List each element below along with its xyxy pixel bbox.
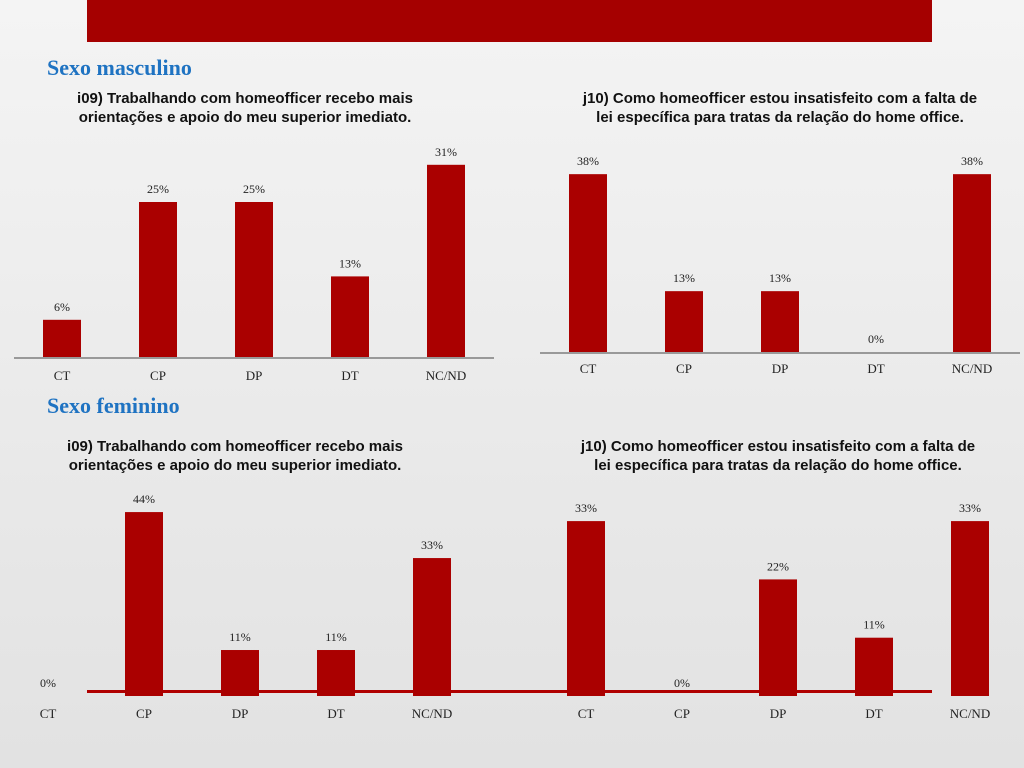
data-label-female-j10-0: 33% (575, 501, 597, 515)
bar-female-j10-ct (567, 521, 605, 696)
decorative-red-line (87, 690, 932, 693)
bar-male-i09-ncnd (427, 164, 465, 357)
bar-female-j10-dt (855, 637, 893, 696)
data-label-female-j10-2: 22% (767, 559, 789, 573)
chart-title-female-i09: i09) Trabalhando com homeofficer recebo … (67, 438, 403, 474)
data-label-female-i09-0: 0% (40, 676, 56, 690)
data-label-male-i09-3: 13% (339, 256, 361, 270)
section-title-male: Sexo masculino (47, 55, 192, 80)
bar-male-i09-dt (331, 276, 369, 357)
category-label-male-i09-2: DP (246, 368, 263, 383)
category-label-male-i09-1: CP (150, 368, 166, 383)
category-label-male-j10-0: CT (580, 361, 597, 376)
data-label-female-j10-3: 11% (863, 618, 885, 632)
data-label-male-i09-1: 25% (147, 182, 169, 196)
category-label-female-i09-2: DP (232, 706, 249, 721)
category-label-male-j10-4: NC/ND (952, 361, 992, 376)
bar-female-i09-dp (221, 650, 259, 696)
category-label-female-j10-3: DT (865, 706, 882, 721)
category-label-female-j10-2: DP (770, 706, 787, 721)
category-label-female-j10-0: CT (578, 706, 595, 721)
top-banner (87, 0, 932, 42)
data-label-female-i09-1: 44% (133, 492, 155, 506)
chart-title-male-j10: j10) Como homeofficer estou insatisfeito… (582, 90, 978, 126)
category-label-male-j10-3: DT (867, 361, 884, 376)
bar-male-i09-ct (43, 319, 81, 357)
bar-male-i09-cp (139, 202, 177, 357)
bar-male-j10-dp (761, 291, 799, 352)
data-label-female-i09-3: 11% (325, 630, 347, 644)
bar-female-i09-dt (317, 650, 355, 696)
category-label-male-j10-2: DP (772, 361, 789, 376)
data-label-male-i09-2: 25% (243, 182, 265, 196)
data-label-male-i09-0: 6% (54, 300, 70, 314)
category-label-female-j10-1: CP (674, 706, 690, 721)
data-label-female-i09-4: 33% (421, 538, 443, 552)
bar-male-j10-ncnd (953, 174, 991, 352)
category-label-female-i09-4: NC/ND (412, 706, 452, 721)
bar-male-i09-dp (235, 202, 273, 357)
category-label-male-j10-1: CP (676, 361, 692, 376)
data-label-male-j10-4: 38% (961, 154, 983, 168)
bar-male-j10-cp (665, 291, 703, 352)
data-label-female-j10-1: 0% (674, 676, 690, 690)
bar-male-j10-ct (569, 174, 607, 352)
data-label-female-i09-2: 11% (229, 630, 251, 644)
data-label-male-i09-4: 31% (435, 145, 457, 159)
chart-title-female-j10: j10) Como homeofficer estou insatisfeito… (580, 438, 976, 474)
data-label-male-j10-2: 13% (769, 271, 791, 285)
chart-title-male-i09: i09) Trabalhando com homeofficer recebo … (77, 90, 413, 126)
category-label-female-i09-0: CT (40, 706, 57, 721)
category-label-female-i09-1: CP (136, 706, 152, 721)
data-label-male-j10-0: 38% (577, 154, 599, 168)
bar-female-j10-dp (759, 579, 797, 696)
category-label-female-j10-4: NC/ND (950, 706, 990, 721)
section-title-female: Sexo feminino (47, 393, 180, 418)
bar-female-i09-cp (125, 512, 163, 696)
category-label-male-i09-0: CT (54, 368, 71, 383)
bar-female-j10-ncnd (951, 521, 989, 696)
category-label-male-i09-3: DT (341, 368, 358, 383)
data-label-male-j10-3: 0% (868, 332, 884, 346)
data-label-female-j10-4: 33% (959, 501, 981, 515)
data-label-male-j10-1: 13% (673, 271, 695, 285)
category-label-male-i09-4: NC/ND (426, 368, 466, 383)
category-label-female-i09-3: DT (327, 706, 344, 721)
bar-female-i09-ncnd (413, 558, 451, 696)
